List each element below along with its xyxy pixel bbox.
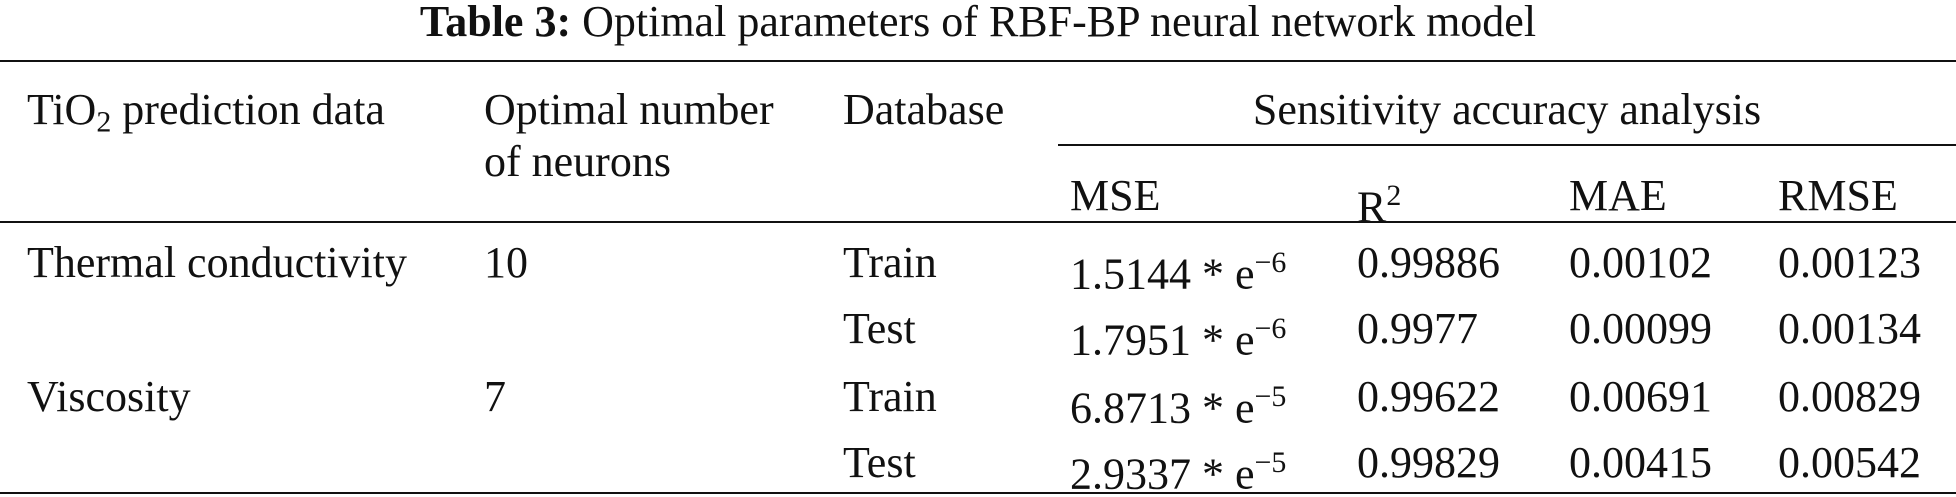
mae-cell: 0.00102 bbox=[1569, 238, 1712, 287]
top-rule bbox=[0, 60, 1956, 62]
header-cell: Optimal number bbox=[484, 85, 774, 134]
header-cell: MSE bbox=[1070, 171, 1161, 220]
mse-exponent: −5 bbox=[1254, 446, 1287, 479]
r2-cell: 0.99829 bbox=[1357, 438, 1500, 487]
mse-exponent: −5 bbox=[1254, 380, 1287, 413]
header-cell: MAE bbox=[1569, 171, 1667, 220]
mse-cell: 2.9337 * e−5 bbox=[1070, 438, 1286, 497]
header-group: Sensitivity accuracy analysis bbox=[1252, 85, 1762, 134]
mse-cell: 1.5144 * e−6 bbox=[1070, 238, 1286, 299]
mae-cell: 0.00415 bbox=[1569, 438, 1712, 487]
database-cell: Train bbox=[843, 372, 937, 421]
header-cell: of neurons bbox=[484, 137, 671, 186]
header-cell: TiO2 prediction data bbox=[27, 85, 385, 147]
mse-base: 1.5144 * e bbox=[1070, 249, 1255, 299]
caption-label: Table 3: bbox=[419, 0, 572, 46]
header-rule bbox=[0, 221, 1956, 223]
mse-exponent: −6 bbox=[1254, 246, 1287, 279]
database-cell: Test bbox=[843, 438, 916, 487]
database-cell: Train bbox=[843, 238, 937, 287]
header-superscript: 2 bbox=[1386, 179, 1402, 212]
neurons-cell: 10 bbox=[484, 238, 528, 287]
table-caption: Table 3: Optimal parameters of RBF-BP neu… bbox=[0, 0, 1956, 47]
rmse-cell: 0.00542 bbox=[1778, 438, 1921, 487]
r2-cell: 0.99622 bbox=[1357, 372, 1500, 421]
mse-base: 2.9337 * e bbox=[1070, 449, 1255, 497]
header-cell: R2 bbox=[1357, 171, 1401, 232]
rmse-cell: 0.00134 bbox=[1778, 304, 1921, 353]
header-subscript: 2 bbox=[96, 105, 112, 139]
rmse-cell: 0.00829 bbox=[1778, 372, 1921, 421]
group-name: Thermal conductivity bbox=[27, 238, 407, 287]
mse-base: 6.8713 * e bbox=[1070, 383, 1255, 433]
header-text: R bbox=[1357, 182, 1387, 232]
rmse-cell: 0.00123 bbox=[1778, 238, 1921, 287]
group-rule bbox=[1058, 144, 1956, 146]
mse-exponent: −6 bbox=[1254, 312, 1287, 345]
mse-cell: 1.7951 * e−6 bbox=[1070, 304, 1286, 365]
header-cell: RMSE bbox=[1778, 171, 1898, 220]
mae-cell: 0.00099 bbox=[1569, 304, 1712, 353]
caption-text: Optimal parameters of RBF-BP neural netw… bbox=[582, 0, 1537, 46]
group-name: Viscosity bbox=[27, 372, 191, 421]
bottom-rule bbox=[0, 492, 1956, 494]
neurons-cell: 7 bbox=[484, 372, 506, 421]
header-text: prediction data bbox=[122, 85, 385, 134]
database-cell: Test bbox=[843, 304, 916, 353]
r2-cell: 0.9977 bbox=[1357, 304, 1478, 353]
r2-cell: 0.99886 bbox=[1357, 238, 1500, 287]
header-text: TiO bbox=[27, 85, 97, 134]
header-cell: Database bbox=[843, 85, 1005, 134]
mse-base: 1.7951 * e bbox=[1070, 315, 1255, 365]
mse-cell: 6.8713 * e−5 bbox=[1070, 372, 1286, 433]
mae-cell: 0.00691 bbox=[1569, 372, 1712, 421]
